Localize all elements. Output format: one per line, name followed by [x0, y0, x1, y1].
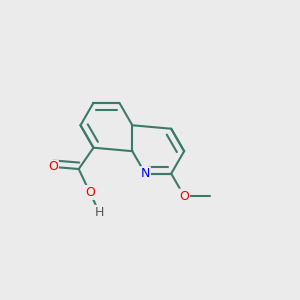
Text: O: O — [85, 186, 95, 199]
Text: H: H — [94, 206, 104, 219]
Text: O: O — [179, 190, 189, 202]
Text: O: O — [48, 160, 58, 173]
Text: N: N — [141, 167, 150, 180]
